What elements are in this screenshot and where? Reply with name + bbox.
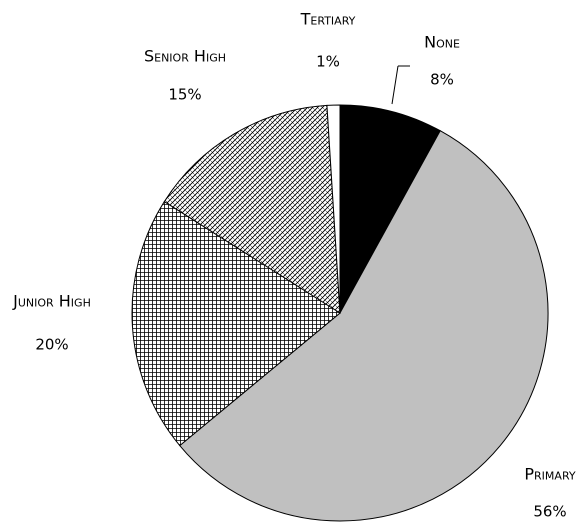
value-label: 56% xyxy=(533,503,566,521)
pie-slice xyxy=(131,200,341,447)
value-label: 20% xyxy=(35,336,68,354)
value-label: 8% xyxy=(430,71,454,89)
category-label: Junior High xyxy=(12,292,91,311)
pie-slice xyxy=(179,130,549,522)
pie-slice xyxy=(326,104,341,314)
leader-line xyxy=(391,65,399,105)
value-label: 15% xyxy=(168,86,201,104)
pie-slice xyxy=(163,104,341,314)
category-label: Senior High xyxy=(144,47,226,66)
category-label: Tertiary xyxy=(300,10,356,29)
pie-slice xyxy=(339,104,441,314)
value-label: 1% xyxy=(316,53,340,71)
category-label: Primary xyxy=(524,465,575,484)
category-label: None xyxy=(424,33,460,52)
